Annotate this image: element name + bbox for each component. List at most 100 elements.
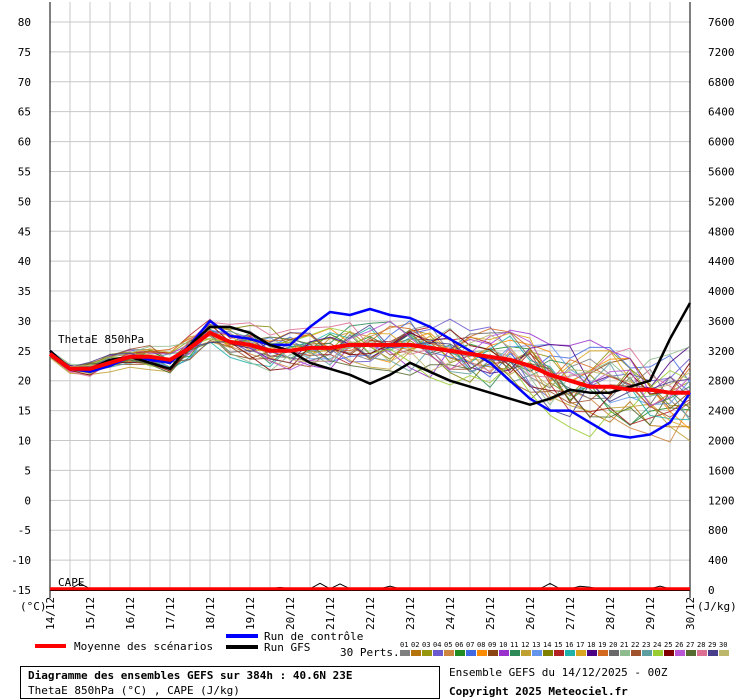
x-tick-label: 26/12	[524, 597, 537, 630]
right-axis-unit: (J/kg)	[697, 600, 737, 613]
right-tick-label: 1200	[708, 494, 735, 507]
legend-pert-swatch	[532, 650, 542, 656]
perturbation-line	[49, 332, 691, 429]
left-tick-label: 60	[18, 136, 31, 149]
right-tick-label: 5200	[708, 195, 735, 208]
x-tick-label: 17/12	[164, 597, 177, 630]
legend-pert-number: 19	[598, 641, 606, 649]
left-tick-label: 25	[18, 345, 31, 358]
right-tick-label: 3600	[708, 315, 735, 328]
legend-pert-number: 15	[554, 641, 562, 649]
legend-pert-swatch	[675, 650, 685, 656]
perturbation-line	[49, 327, 691, 406]
legend-pert-swatch	[455, 650, 465, 656]
x-tick-label: 22/12	[364, 597, 377, 630]
legend-pert-number: 17	[576, 641, 584, 649]
left-tick-label: 5	[24, 464, 31, 477]
x-tick-label: 29/12	[644, 597, 657, 630]
left-tick-label: 10	[18, 435, 31, 448]
left-axis-unit: (°C)	[20, 600, 47, 613]
legend-pert-number: 10	[499, 641, 507, 649]
right-tick-label: 7600	[708, 16, 735, 29]
right-tick-label: 2800	[708, 375, 735, 388]
left-tick-label: 65	[18, 106, 31, 119]
right-tick-label: 4000	[708, 285, 735, 298]
legend-pert-number: 12	[521, 641, 529, 649]
legend-pert-number: 24	[653, 641, 661, 649]
left-tick-label: -10	[11, 554, 31, 567]
legend-pert-number: 02	[411, 641, 419, 649]
perturbation-line	[49, 336, 691, 426]
legend-pert-swatch	[400, 650, 410, 656]
legend-gfs-label: Run GFS	[264, 641, 310, 654]
legend-pert-swatch	[609, 650, 619, 656]
perturbation-line	[49, 337, 691, 418]
legend-perts-label: 30 Perts.	[340, 646, 400, 659]
legend-pert-number: 07	[466, 641, 474, 649]
perturbation-line	[49, 318, 691, 426]
thetae-annotation: ThetaE 850hPa	[58, 333, 144, 346]
control-series-line	[49, 307, 692, 439]
right-tick-label: 4400	[708, 255, 735, 268]
x-tick-label: 19/12	[244, 597, 257, 630]
legend-pert-swatch	[576, 650, 586, 656]
right-tick-label: 2400	[708, 405, 735, 418]
right-tick-label: 7200	[708, 46, 735, 59]
cape-annotation: CAPE	[58, 576, 85, 589]
right-tick-label: 800	[708, 524, 728, 537]
x-tick-label: 15/12	[84, 597, 97, 630]
legend-pert-swatch	[642, 650, 652, 656]
legend-pert-swatch	[488, 650, 498, 656]
legend-pert-number: 04	[433, 641, 441, 649]
legend-pert-number: 11	[510, 641, 518, 649]
x-tick-label: 16/12	[124, 597, 137, 630]
left-tick-label: 70	[18, 76, 31, 89]
legend-pert-swatch	[466, 650, 476, 656]
right-tick-label: 4800	[708, 225, 735, 238]
right-tick-label: 6000	[708, 136, 735, 149]
legend-pert-swatch	[565, 650, 575, 656]
legend-pert-swatch	[653, 650, 663, 656]
right-tick-label: 6400	[708, 106, 735, 119]
right-tick-label: 5600	[708, 165, 735, 178]
left-tick-label: 0	[24, 494, 31, 507]
legend-pert-swatch	[620, 650, 630, 656]
chart-subtitle: ThetaE 850hPa (°C) , CAPE (J/kg)	[28, 684, 240, 697]
legend-pert-number: 05	[444, 641, 452, 649]
right-tick-label: 2000	[708, 435, 735, 448]
legend-pert-number: 29	[708, 641, 716, 649]
legend-pert-number: 27	[686, 641, 694, 649]
left-tick-label: 30	[18, 315, 31, 328]
legend-pert-number: 26	[675, 641, 683, 649]
legend-pert-swatch	[444, 650, 454, 656]
left-tick-label: 75	[18, 46, 31, 59]
legend-pert-swatch	[686, 650, 696, 656]
legend-pert-swatch	[554, 650, 564, 656]
left-tick-label: 35	[18, 285, 31, 298]
legend-pert-swatch	[422, 650, 432, 656]
right-tick-label: 400	[708, 554, 728, 567]
legend-pert-number: 20	[609, 641, 617, 649]
legend-pert-number: 13	[532, 641, 540, 649]
x-tick-label: 14/12	[44, 597, 57, 630]
legend-pert-number: 09	[488, 641, 496, 649]
right-tick-label: 6800	[708, 76, 735, 89]
x-tick-label: 25/12	[484, 597, 497, 630]
legend-pert-swatch	[543, 650, 553, 656]
legend-pert-number: 25	[664, 641, 672, 649]
legend-pert-swatch	[411, 650, 421, 656]
legend-pert-number: 30	[719, 641, 727, 649]
copyright-text: Copyright 2025 Meteociel.fr	[449, 685, 628, 698]
left-tick-label: 40	[18, 255, 31, 268]
left-tick-label: 55	[18, 165, 31, 178]
legend-pert-number: 01	[400, 641, 408, 649]
x-tick-label: 24/12	[444, 597, 457, 630]
x-tick-label: 23/12	[404, 597, 417, 630]
left-tick-label: -15	[11, 584, 31, 597]
legend-mean-label: Moyenne des scénarios	[74, 640, 213, 653]
legend-pert-swatch	[708, 650, 718, 656]
legend-pert-number: 14	[543, 641, 551, 649]
legend-pert-swatch	[631, 650, 641, 656]
left-tick-label: 80	[18, 16, 31, 29]
